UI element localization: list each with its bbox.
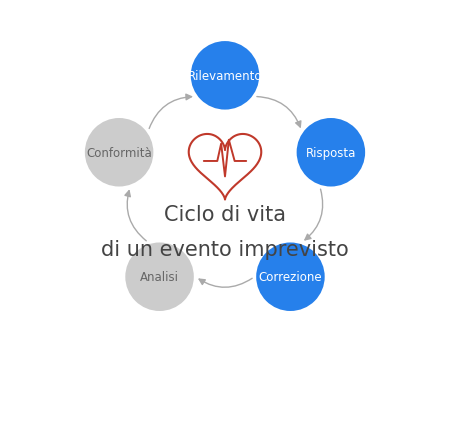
Text: Risposta: Risposta [306,147,356,160]
Text: Conformità: Conformità [86,147,152,160]
FancyArrowPatch shape [149,95,192,129]
Circle shape [191,42,259,111]
Text: Analisi: Analisi [140,270,179,283]
FancyArrowPatch shape [125,191,146,241]
Circle shape [256,243,325,311]
FancyArrowPatch shape [305,190,323,240]
Circle shape [297,119,365,187]
Text: Correzione: Correzione [259,270,322,283]
Circle shape [125,243,194,311]
Text: Rilevamento: Rilevamento [188,70,262,83]
Text: Ciclo di vita: Ciclo di vita [164,205,286,225]
FancyArrowPatch shape [199,279,252,288]
FancyArrowPatch shape [257,97,301,128]
Circle shape [85,119,153,187]
Text: di un evento imprevisto: di un evento imprevisto [101,239,349,259]
